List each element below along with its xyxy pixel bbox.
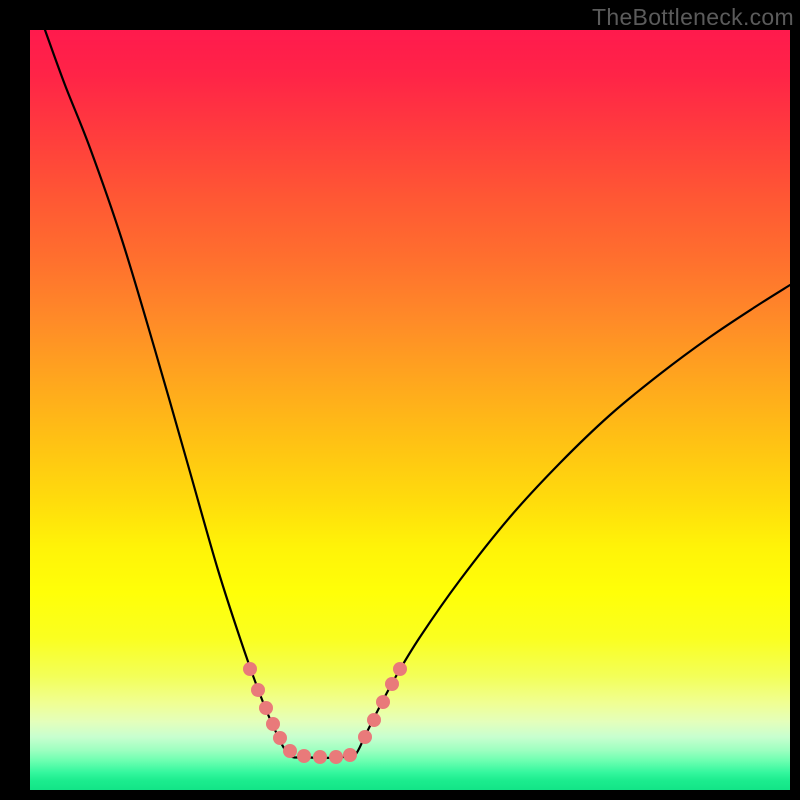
marker-dot	[259, 701, 273, 715]
marker-dot	[273, 731, 287, 745]
bottleneck-chart	[0, 0, 800, 800]
plot-area	[30, 30, 790, 790]
marker-dot	[367, 713, 381, 727]
marker-dot	[385, 677, 399, 691]
marker-dot	[376, 695, 390, 709]
marker-dot	[297, 749, 311, 763]
marker-dot	[266, 717, 280, 731]
marker-dot	[283, 744, 297, 758]
marker-dot	[329, 750, 343, 764]
marker-dot	[343, 748, 357, 762]
marker-dot	[313, 750, 327, 764]
marker-dot	[358, 730, 372, 744]
marker-dot	[243, 662, 257, 676]
chart-container: TheBottleneck.com	[0, 0, 800, 800]
marker-dot	[393, 662, 407, 676]
marker-dot	[251, 683, 265, 697]
watermark-text: TheBottleneck.com	[592, 4, 794, 31]
